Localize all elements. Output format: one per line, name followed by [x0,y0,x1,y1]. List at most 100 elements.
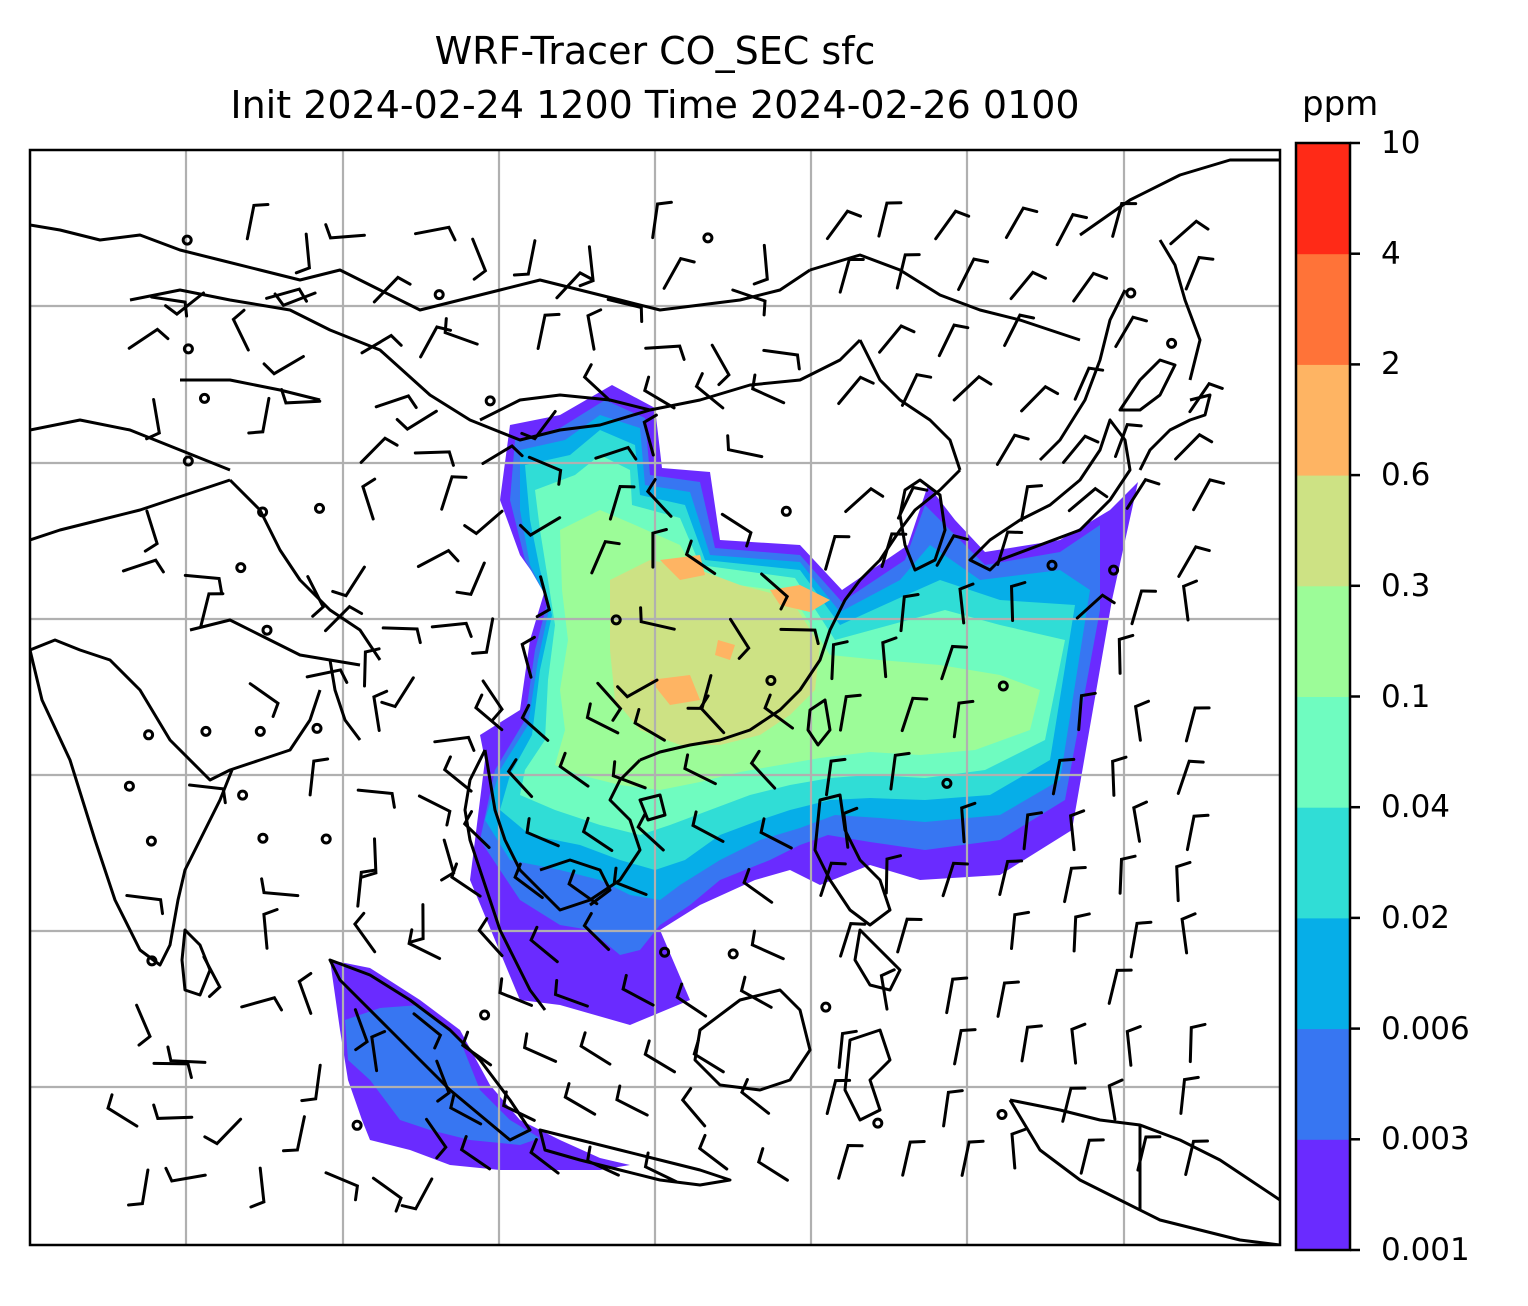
colorbar-band [1296,917,1350,1030]
colorbar [1294,141,1360,1252]
wind-barb [749,749,777,790]
wind-barb [143,509,159,553]
calm-wind-circle [765,675,777,686]
wind-barb [563,1082,597,1116]
wind-barb [621,973,655,1007]
calm-wind-circle [727,948,739,960]
calm-wind-circle [257,506,269,518]
wind-barb [525,817,560,848]
wind-barb [839,693,862,732]
wind-barb [459,1135,492,1171]
co-tracer-plume [330,385,1138,1170]
wind-barb [582,912,611,951]
wind-barb [300,1063,322,1103]
wind-barb [1062,434,1100,464]
wind-barb [900,696,929,733]
wind-barb [127,327,170,350]
colorbar-band [1296,1028,1350,1140]
wind-barb [612,866,648,896]
wind-barb [1114,315,1148,348]
wind-barb [381,626,422,645]
calm-wind-circle [996,1109,1008,1120]
wind-barb [324,604,364,633]
wind-barb [952,374,993,402]
calm-wind-circle [311,722,323,734]
wind-barb [294,232,312,275]
wind-barb [1192,478,1226,512]
wind-barb [164,1166,207,1183]
colorbar-band [1296,807,1350,919]
wind-barb [752,243,769,286]
colorbar-tick-label: 0.02 [1381,899,1451,936]
wind-barb [1184,706,1211,743]
lat-lon-grid [30,150,1280,1245]
wind-barb [957,257,990,291]
wind-barb [1020,1024,1043,1063]
wind-barb [372,689,389,732]
wind-barb [1009,581,1027,622]
wind-barb [1177,545,1211,578]
map-frame [28,148,1282,1247]
wind-barb [462,810,491,849]
wind-barb [879,968,896,1011]
wind-barb [145,398,161,441]
wind-barb [1107,1078,1124,1121]
calm-wind-circle [479,1009,491,1021]
wind-barb [474,693,504,732]
wind-barb [1072,912,1091,953]
wind-barb [1111,201,1138,238]
wind-barb [202,955,222,998]
wind-barb [1111,755,1128,797]
wind-barb [1072,271,1109,303]
wind-barb [1136,1135,1162,1172]
calm-wind-circle [182,455,194,467]
wind-barb [121,558,165,574]
wind-barb [166,1045,207,1064]
wind-barb [1130,589,1157,626]
wind-barb [1077,691,1097,732]
wind-barb [106,1093,139,1128]
calm-wind-circle [1046,559,1058,571]
wind-barb [579,1031,612,1066]
wind-barb [413,450,455,467]
wind-barb [729,617,751,660]
calm-wind-circle [351,1119,363,1131]
wind-barb [680,1087,707,1128]
wind-barb [1055,212,1088,247]
wind-barb [996,530,1024,566]
wind-barb [498,977,533,1007]
wind-barb [942,1089,964,1128]
wind-barb [878,324,916,354]
wind-barb [414,225,457,242]
wind-barb [262,908,279,950]
colorbar-band [1296,585,1350,697]
wind-barb [380,676,415,709]
wind-barb [361,837,378,879]
wind-barb [353,911,377,954]
wind-barb [400,1177,434,1211]
wind-barb [825,1078,852,1115]
wind-barb [416,548,460,568]
calm-wind-circle [145,835,157,847]
wind-barb [360,333,403,355]
wind-barb [586,308,603,351]
wind-barb [935,534,969,567]
wind-barb [1129,920,1153,959]
wind-barb [998,859,1024,896]
wind-barb [1185,813,1210,852]
wind-barb [662,256,696,290]
wind-barb [830,640,849,681]
wind-barb [710,343,731,387]
calm-wind-circle [123,780,135,792]
calm-wind-circle [182,343,194,355]
calm-wind-circle [181,234,193,246]
wind-barb [837,1143,864,1180]
wind-barb [644,344,686,361]
wind-barb [1003,313,1036,347]
wind-barb [1009,270,1047,301]
wind-barb [731,288,767,317]
colorbar-tick-label: 2 [1381,346,1401,383]
wind-barb [273,291,317,308]
wind-barb [455,561,486,596]
calm-wind-circle [143,729,155,741]
